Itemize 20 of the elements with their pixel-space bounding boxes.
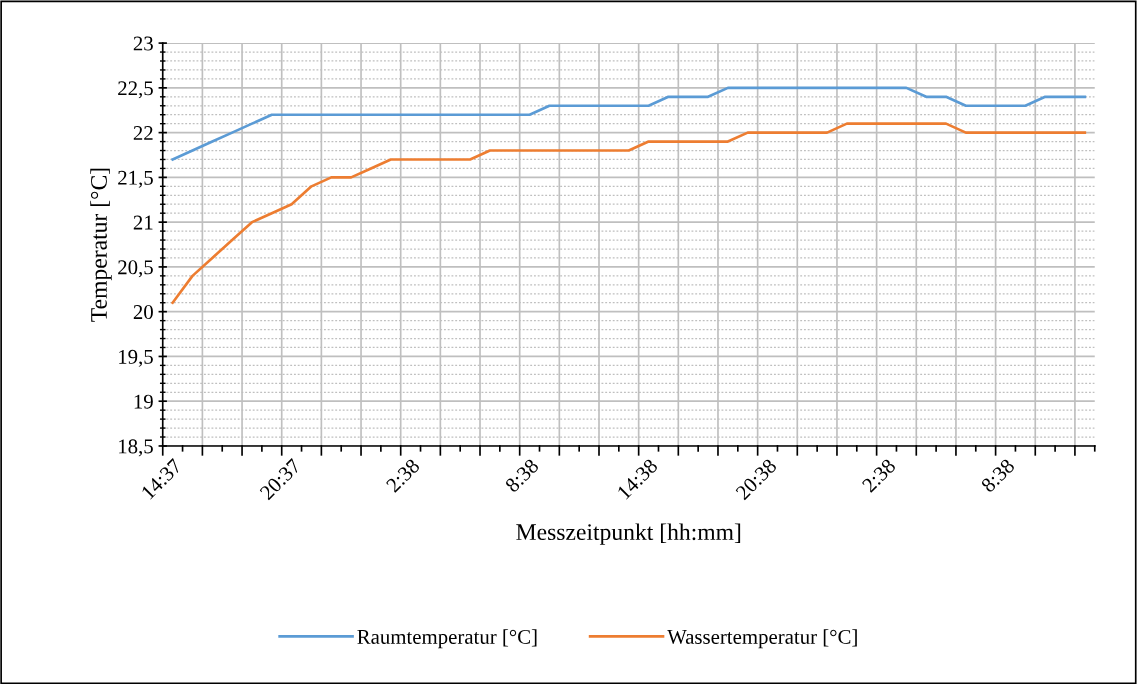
y-tick-label: 22,5 [118,81,153,99]
y-tick-label: 18,5 [119,439,153,457]
y-tick-label: 21 [133,215,153,230]
y-tick-label: 20 [133,305,153,320]
y-tick-label: 19,5 [119,349,153,367]
x-tick-label: 8:38 [504,458,540,494]
legend-label: Wassertemperatur [°C] [667,629,857,649]
y-tick-label: 19 [134,394,153,409]
y-tick-label: 21,5 [118,170,153,188]
y-axis-title: Temperatur [°C] [90,168,112,322]
line-series [171,122,1087,305]
legend-label: Raumtemperatur [°C] [357,629,537,649]
x-tick-label: 2:38 [385,458,421,494]
x-tick-label: 8:38 [980,458,1016,494]
x-axis-title: Messzeitpunkt [hh:mm] [516,523,741,545]
y-tick-label: 22 [133,126,153,140]
y-tick-label: 20,5 [118,260,153,278]
x-tick-label: 2:38 [861,458,897,494]
y-tick-label: 23 [133,36,153,51]
line-series [171,86,1087,161]
